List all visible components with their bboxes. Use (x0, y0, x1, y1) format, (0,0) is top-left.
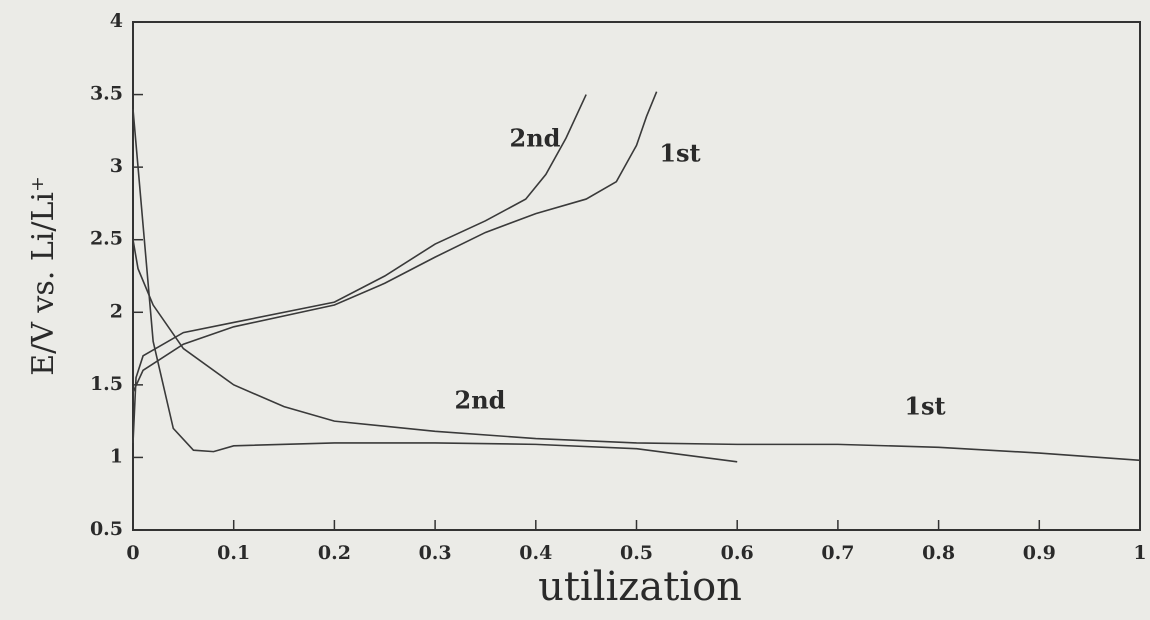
y-tick-label: 1 (110, 445, 123, 467)
x-tick-label: 0.7 (821, 542, 854, 564)
plot-frame (132, 21, 1141, 531)
line (132, 91, 658, 393)
annotation: 2nd (455, 386, 506, 415)
y-axis-label: E/V vs. Li/Li⁺ (26, 176, 61, 376)
x-tick-label: 0.2 (318, 542, 351, 564)
y-tick-label: 3 (110, 155, 123, 177)
x-axis-label: utilization (538, 564, 742, 610)
annotation: 2nd (510, 124, 561, 153)
y-tick-label: 2 (110, 300, 123, 322)
x-tick-label: 0.1 (217, 542, 250, 564)
x-tick-label: 1 (1133, 542, 1146, 564)
y-tick-label: 0.5 (90, 518, 123, 540)
annotation: 1st (904, 392, 945, 421)
x-tick-label: 0 (126, 542, 139, 564)
x-tick-label: 0.6 (721, 542, 754, 564)
annotation: 1st (659, 139, 700, 168)
line (132, 109, 738, 463)
y-tick-label: 2.5 (90, 228, 123, 250)
line (132, 94, 587, 443)
y-tick-label: 1.5 (90, 373, 123, 395)
x-tick-label: 0.3 (419, 542, 452, 564)
y-tick-label: 4 (110, 10, 123, 32)
line (132, 239, 1141, 462)
x-tick-label: 0.8 (922, 542, 955, 564)
y-tick-label: 3.5 (90, 83, 123, 105)
x-tick-label: 0.4 (519, 542, 552, 564)
x-tick-label: 0.5 (620, 542, 653, 564)
x-tick-label: 0.9 (1023, 542, 1056, 564)
